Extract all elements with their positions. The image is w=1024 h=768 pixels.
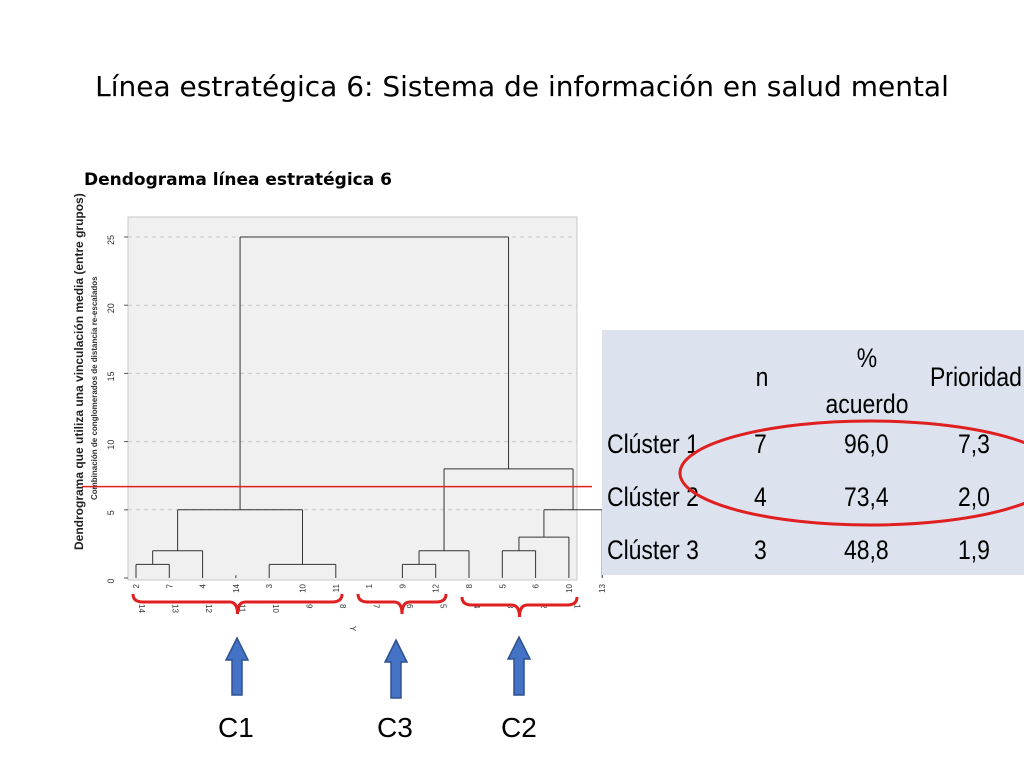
row-prio: 1,9 (958, 535, 990, 565)
y-tick-label: 20 (106, 303, 116, 313)
leaf-label: 10 (565, 583, 574, 592)
leaf-label: 6 (532, 583, 541, 588)
leaf-label: 11 (332, 583, 341, 592)
leaf-label: 5 (498, 583, 507, 588)
leaf-label: 13 (598, 583, 607, 592)
cluster-label-c2: C2 (501, 712, 537, 743)
cluster-brace (131, 593, 344, 615)
y-tick-label: 25 (106, 235, 116, 245)
row-n: 7 (754, 429, 767, 459)
leaf-label: 8 (465, 583, 474, 588)
leaf-label: 14 (232, 583, 241, 592)
row-prio: 7,3 (958, 429, 990, 459)
row-pct: 48,8 (844, 535, 889, 565)
leaf-label-bottom: 12 (204, 604, 213, 613)
dendrogram-tree (135, 236, 603, 578)
cluster-brace (460, 596, 579, 618)
cluster-table: n % acuerdo Prioridad Clúster 1 7 96,0 7… (602, 330, 1024, 575)
y-tick-label: 5 (106, 510, 116, 515)
leaf-label: 12 (432, 583, 441, 592)
row-pct: 73,4 (844, 482, 889, 512)
row-n: 4 (754, 482, 767, 512)
slide-title: Línea estratégica 6: Sistema de informac… (95, 70, 949, 103)
leaf-label: 1 (365, 583, 374, 588)
leaf-label-bottom: 8 (338, 604, 347, 609)
leaf-label-bottom: 1 (573, 604, 582, 609)
y-tick-label: 15 (106, 371, 116, 381)
leaf-label: 2 (132, 583, 141, 588)
leaf-label: 10 (299, 583, 308, 592)
leaf-label-bottom: 6 (405, 604, 414, 609)
cluster-arrow (506, 635, 532, 696)
row-n: 3 (754, 535, 767, 565)
header-n: n (755, 362, 769, 392)
row-label: Clúster 2 (607, 482, 699, 512)
cluster-brace (356, 593, 448, 615)
row-label: Clúster 3 (607, 535, 699, 565)
leaf-label-bottom: 5 (439, 604, 448, 609)
leaf-label: 4 (199, 583, 208, 588)
header-acuerdo: % acuerdo (825, 343, 909, 419)
leaf-label: 3 (265, 583, 274, 588)
y-ticks: 0 5 10 15 20 25 (106, 235, 128, 584)
chart-subtitle: Dendograma línea estratégica 6 (84, 170, 392, 190)
y-tick-label: 0 (106, 578, 116, 583)
y-axis-label: Dendrograma que utiliza una vinculación … (72, 193, 86, 550)
cluster-arrow (383, 638, 409, 699)
leaf-label-bottom: 9 (305, 604, 314, 609)
plot-area (127, 216, 578, 581)
leaf-label-bottom: 11 (238, 604, 247, 613)
row-label: Clúster 1 (607, 429, 699, 459)
annotations (82, 485, 592, 699)
leaf-label-bottom: 10 (271, 604, 280, 613)
y-axis-sublabel: Combinación de conglomerados de distanci… (90, 276, 99, 500)
leaf-label-bottom: 7 (372, 604, 381, 609)
leaf-label: 9 (398, 583, 407, 588)
leaf-label-bottom: 13 (171, 604, 180, 613)
row-prio: 2,0 (958, 482, 990, 512)
header-prioridad: Prioridad (930, 362, 1022, 392)
leaf-label-bottom: 14 (137, 604, 146, 613)
cluster-label-c3: C3 (377, 712, 413, 743)
cluster-label-c1: C1 (218, 712, 254, 743)
leaf-label: 7 (165, 583, 174, 588)
row-pct: 96,0 (844, 429, 889, 459)
x-axis-label: Y (348, 626, 357, 632)
cluster-arrow (224, 636, 250, 696)
y-tick-label: 10 (106, 440, 116, 450)
